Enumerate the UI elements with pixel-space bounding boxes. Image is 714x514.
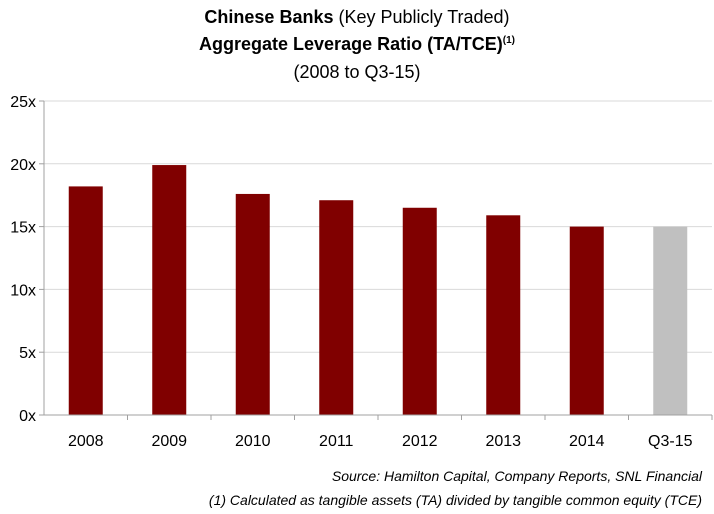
source-note: Source: Hamilton Capital, Company Report… [331, 468, 702, 484]
x-tick-label: Q3-15 [648, 433, 693, 450]
bar-2008 [68, 186, 103, 415]
x-tick-label: 2009 [151, 433, 187, 450]
y-tick-label: 25x [10, 94, 36, 111]
x-tick-label: 2010 [235, 433, 271, 450]
bar-2009 [152, 165, 187, 415]
x-tick-label: 2012 [402, 433, 438, 450]
x-tick-label: 2011 [319, 433, 354, 450]
bar-2014 [569, 226, 604, 415]
footnote-marker: (1) [502, 35, 515, 46]
bar-2013 [486, 215, 521, 415]
y-tick-label: 0x [19, 408, 36, 425]
x-tick-label: 2008 [68, 433, 104, 450]
x-axis-labels: 2008 2009 2010 2011 2012 2013 2014 Q3-15 [68, 433, 693, 450]
definition-note: (1) Calculated as tangible assets (TA) d… [208, 492, 702, 508]
y-tick-label: 15x [10, 220, 36, 237]
chart-subtitle: Aggregate Leverage Ratio (TA/TCE) [199, 34, 503, 54]
x-tick-label: 2014 [569, 433, 605, 450]
bar-2010 [235, 193, 270, 415]
y-tick-label: 5x [19, 345, 36, 362]
bars [68, 165, 688, 415]
chart-title-line-2: Aggregate Leverage Ratio (TA/TCE)(1) [0, 33, 714, 55]
chart-title-rest: (Key Publicly Traded) [333, 7, 510, 27]
y-tick-label: 10x [10, 282, 36, 299]
chart-title-line-3: (2008 to Q3-15) [293, 62, 421, 82]
chart-title-bold: Chinese Banks [204, 7, 334, 27]
bar-2011 [319, 200, 354, 415]
bar-2012 [402, 207, 437, 415]
x-tick-label: 2013 [485, 433, 521, 450]
gridlines [44, 100, 712, 353]
bar-Q3-15 [653, 226, 688, 415]
axes [39, 100, 713, 420]
y-axis-labels: 0x 5x 10x 15x 20x 25x [10, 94, 36, 425]
y-tick-label: 20x [10, 157, 36, 174]
chart-title-line-1: Chinese Banks (Key Publicly Traded) [0, 6, 714, 28]
